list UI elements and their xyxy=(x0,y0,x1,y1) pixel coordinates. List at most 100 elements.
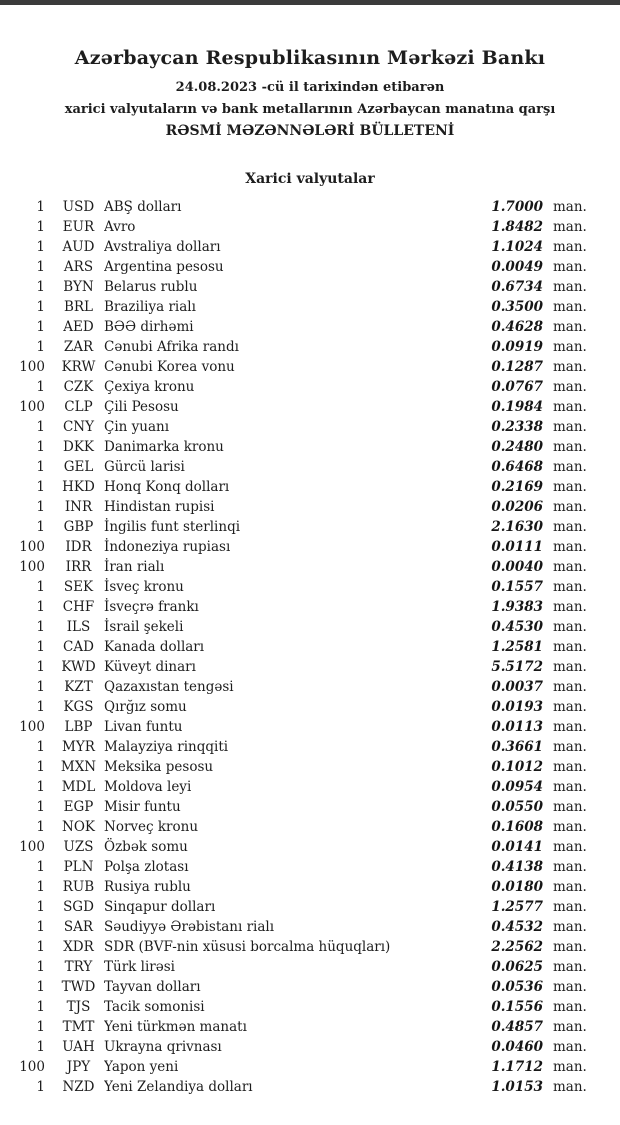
currency-name: Danimarka kronu xyxy=(104,439,224,455)
currency-name: Braziliya rialı xyxy=(104,299,196,315)
rate-row-USD: 1 USD ABŞ dolları 1.7000 man. xyxy=(0,197,620,217)
unit-label: man. xyxy=(553,719,587,735)
quantity: 1 xyxy=(36,779,45,795)
rate-row-CHF: 1 CHF İsveçrə frankı 1.9383 man. xyxy=(0,597,620,617)
rate-value: 1.2581 xyxy=(491,639,543,655)
quantity: 1 xyxy=(36,239,45,255)
currency-code: CLP xyxy=(64,399,93,415)
currency-code: AED xyxy=(63,319,94,335)
currency-code: IRR xyxy=(65,559,92,575)
currency-code: CZK xyxy=(63,379,94,395)
rate-row-MDL: 1 MDL Moldova leyi 0.0954 man. xyxy=(0,777,620,797)
currency-name: Livan funtu xyxy=(104,719,183,735)
rate-row-INR: 1 INR Hindistan rupisi 0.0206 man. xyxy=(0,497,620,517)
unit-label: man. xyxy=(553,599,587,615)
rate-row-MXN: 1 MXN Meksika pesosu 0.1012 man. xyxy=(0,757,620,777)
currency-name: Tacik somonisi xyxy=(104,999,205,1015)
unit-label: man. xyxy=(553,999,587,1015)
unit-label: man. xyxy=(553,379,587,395)
currency-code: EGP xyxy=(63,799,94,815)
currency-name: Çin yuanı xyxy=(104,419,170,435)
unit-label: man. xyxy=(553,239,587,255)
rate-value: 1.1712 xyxy=(491,1059,543,1075)
bulletin-header: Azərbaycan Respublikasının Mərkəzi Bankı… xyxy=(0,46,620,140)
currency-code: ARS xyxy=(63,259,94,275)
currency-code: MYR xyxy=(62,739,95,755)
quantity: 1 xyxy=(36,499,45,515)
rate-row-KWD: 1 KWD Küveyt dinarı 5.5172 man. xyxy=(0,657,620,677)
quantity: 1 xyxy=(36,319,45,335)
quantity: 1 xyxy=(36,619,45,635)
rate-value: 0.0954 xyxy=(491,779,543,795)
rate-value: 0.4628 xyxy=(491,319,543,335)
unit-label: man. xyxy=(553,879,587,895)
currency-code: KRW xyxy=(61,359,96,375)
unit-label: man. xyxy=(553,199,587,215)
rate-row-BRL: 1 BRL Braziliya rialı 0.3500 man. xyxy=(0,297,620,317)
currency-name: Qazaxıstan tengəsi xyxy=(104,679,234,695)
currency-name: İndoneziya rupiası xyxy=(104,539,231,555)
rate-value: 1.8482 xyxy=(491,219,543,235)
currency-code: UZS xyxy=(63,839,94,855)
unit-label: man. xyxy=(553,1079,587,1095)
rate-value: 0.2169 xyxy=(491,479,543,495)
rate-row-CLP: 100 CLP Çili Pesosu 0.1984 man. xyxy=(0,397,620,417)
quantity: 100 xyxy=(19,1059,45,1075)
currency-name: Tayvan dolları xyxy=(104,979,201,995)
currency-code: BYN xyxy=(63,279,94,295)
unit-label: man. xyxy=(553,1039,587,1055)
currency-code: RUB xyxy=(62,879,95,895)
currency-name: Yeni Zelandiya dolları xyxy=(104,1079,253,1095)
rate-value: 0.0460 xyxy=(491,1039,543,1055)
quantity: 1 xyxy=(36,519,45,535)
rate-row-NZD: 1 NZD Yeni Zelandiya dolları 1.0153 man. xyxy=(0,1077,620,1097)
quantity: 100 xyxy=(19,399,45,415)
rate-value: 2.2562 xyxy=(491,939,543,955)
unit-label: man. xyxy=(553,1059,587,1075)
currency-name: SDR (BVF-nin xüsusi borcalma hüquqları) xyxy=(104,939,391,955)
currency-code: SAR xyxy=(63,919,94,935)
currency-code: TJS xyxy=(66,999,91,1015)
currency-code: SGD xyxy=(63,899,94,915)
rate-row-NOK: 1 NOK Norveç kronu 0.1608 man. xyxy=(0,817,620,837)
rate-value: 0.1287 xyxy=(491,359,543,375)
unit-label: man. xyxy=(553,419,587,435)
currency-name: Avro xyxy=(104,219,136,235)
currency-code: HKD xyxy=(62,479,95,495)
unit-label: man. xyxy=(553,359,587,375)
currency-name: İsveçrə frankı xyxy=(104,599,199,615)
currency-name: Kanada dolları xyxy=(104,639,205,655)
unit-label: man. xyxy=(553,219,587,235)
rate-value: 0.3500 xyxy=(491,299,543,315)
unit-label: man. xyxy=(553,519,587,535)
unit-label: man. xyxy=(553,959,587,975)
quantity: 1 xyxy=(36,1079,45,1095)
rate-value: 0.0767 xyxy=(491,379,543,395)
quantity: 1 xyxy=(36,419,45,435)
unit-label: man. xyxy=(553,279,587,295)
rate-value: 0.0040 xyxy=(491,559,543,575)
rate-value: 0.2480 xyxy=(491,439,543,455)
rate-value: 0.0536 xyxy=(491,979,543,995)
rate-value: 0.0113 xyxy=(491,719,543,735)
currency-code: USD xyxy=(62,199,95,215)
quantity: 100 xyxy=(19,719,45,735)
rate-row-CZK: 1 CZK Çexiya kronu 0.0767 man. xyxy=(0,377,620,397)
currency-code: UAH xyxy=(62,1039,95,1055)
rate-value: 0.0206 xyxy=(491,499,543,515)
unit-label: man. xyxy=(553,939,587,955)
quantity: 1 xyxy=(36,1039,45,1055)
rate-row-ARS: 1 ARS Argentina pesosu 0.0049 man. xyxy=(0,257,620,277)
currency-code: AUD xyxy=(62,239,95,255)
currency-name: Yapon yeni xyxy=(104,1059,179,1075)
rate-value: 0.0550 xyxy=(491,799,543,815)
currency-code: INR xyxy=(64,499,93,515)
currency-name: Küveyt dinarı xyxy=(104,659,196,675)
unit-label: man. xyxy=(553,559,587,575)
rate-row-KRW: 100 KRW Cənubi Korea vonu 0.1287 man. xyxy=(0,357,620,377)
rate-value: 0.0111 xyxy=(491,539,543,555)
rate-row-GEL: 1 GEL Gürcü larisi 0.6468 man. xyxy=(0,457,620,477)
currency-name: Cənubi Korea vonu xyxy=(104,359,235,375)
currency-name: Misir funtu xyxy=(104,799,181,815)
bulletin-title: RƏSMİ MƏZƏNNƏLƏRİ BÜLLETENİ xyxy=(165,123,455,139)
